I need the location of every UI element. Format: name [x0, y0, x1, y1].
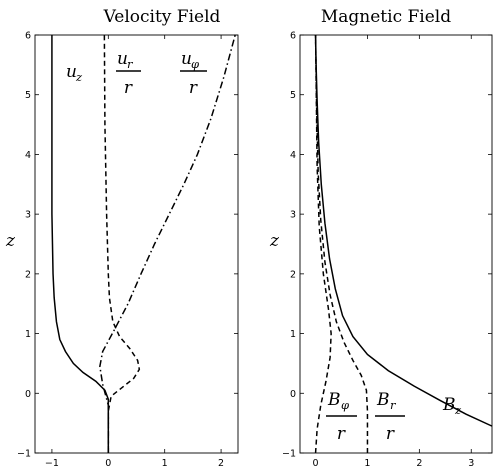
magnetic-xtick-label: 2: [416, 458, 422, 468]
velocity-ytick-label: 1: [25, 329, 31, 340]
label-u-phi-over-r: u φ r: [180, 49, 207, 98]
velocity-ytick-label: 5: [25, 90, 31, 101]
velocity-ytick-label: 2: [25, 269, 31, 280]
magnetic-series-b-z: [314, 34, 493, 427]
magnetic-title: Magnetic Field: [321, 7, 451, 27]
label-u-z-sub: z: [75, 70, 83, 84]
velocity-xtick-label: 0: [105, 458, 111, 468]
label-u-phi-denominator: r: [189, 78, 198, 98]
velocity-panel: Velocity Field −1 0 1 2 −1 0 1 2 3 4 5 6 z u z u r …: [5, 7, 239, 468]
velocity-series-u-z: [51, 35, 110, 453]
magnetic-ytick-label: 5: [290, 90, 296, 101]
magnetic-ytick-label: 3: [290, 210, 296, 221]
magnetic-panel: Magnetic Field 0 1 2 3 −1 0 1 2 3 4 5 6 z B z B φ r…: [269, 7, 493, 468]
velocity-series: [51, 34, 236, 453]
magnetic-ytick-label: 0: [290, 389, 296, 400]
label-b-r-denominator: r: [386, 424, 395, 444]
label-b-phi-sub: φ: [341, 398, 349, 412]
velocity-series-u-r: [99, 34, 236, 453]
velocity-ylabel: z: [5, 231, 16, 251]
label-u-phi-sub: φ: [191, 57, 199, 71]
velocity-xtick-label: 1: [162, 458, 168, 468]
magnetic-ytick-label: 1: [290, 329, 296, 340]
velocity-ytick-label: 6: [25, 31, 31, 42]
magnetic-xtick-label: 3: [468, 458, 474, 468]
label-u-r-sub: r: [127, 57, 134, 71]
magnetic-ytick-label: 2: [290, 269, 296, 280]
magnetic-series-b-r: [314, 34, 332, 454]
label-u-z-base: u: [66, 62, 77, 82]
label-b-z-base: B: [442, 395, 456, 415]
velocity-series-u-r-r: [103, 34, 141, 453]
velocity-ytick-label: −1: [17, 449, 31, 460]
label-u-r-denominator: r: [124, 78, 133, 98]
velocity-xtick-label: 2: [218, 458, 224, 468]
velocity-ytick-label: 4: [25, 150, 31, 161]
label-b-r-sub: r: [390, 398, 397, 412]
magnetic-ticks: 0 1 2 3 −1 0 1 2 3 4 5 6: [282, 31, 492, 468]
magnetic-xtick-label: 0: [313, 458, 319, 468]
magnetic-xtick-label: 1: [364, 458, 370, 468]
label-b-z-sub: z: [454, 403, 462, 417]
velocity-xtick-label: −1: [45, 458, 59, 468]
magnetic-ytick-label: 6: [290, 31, 296, 42]
label-b-phi-denominator: r: [337, 424, 346, 444]
magnetic-ylabel: z: [269, 231, 280, 251]
label-u-r-over-r: u r r: [116, 49, 141, 98]
magnetic-series: [314, 34, 493, 454]
label-u-phi-base: u: [181, 49, 192, 69]
magnetic-ytick-label: −1: [282, 449, 296, 460]
velocity-ticks: −1 0 1 2 −1 0 1 2 3 4 5 6: [17, 31, 238, 468]
label-b-phi-base: B: [327, 390, 341, 410]
velocity-ytick-label: 3: [25, 210, 31, 221]
label-b-z: B z: [442, 395, 462, 417]
velocity-plot-frame: [34, 34, 239, 454]
velocity-ytick-label: 0: [25, 389, 31, 400]
magnetic-plot-frame: [299, 34, 493, 454]
velocity-title: Velocity Field: [103, 7, 221, 27]
label-b-r-over-r: B r r: [375, 390, 405, 444]
label-b-phi-over-r: B φ r: [326, 390, 357, 444]
magnetic-series-b-r-r: [314, 34, 369, 453]
label-u-r-base: u: [117, 49, 128, 69]
label-b-r-base: B: [376, 390, 390, 410]
magnetic-ytick-label: 4: [290, 150, 296, 161]
label-u-z: u z: [66, 62, 83, 84]
